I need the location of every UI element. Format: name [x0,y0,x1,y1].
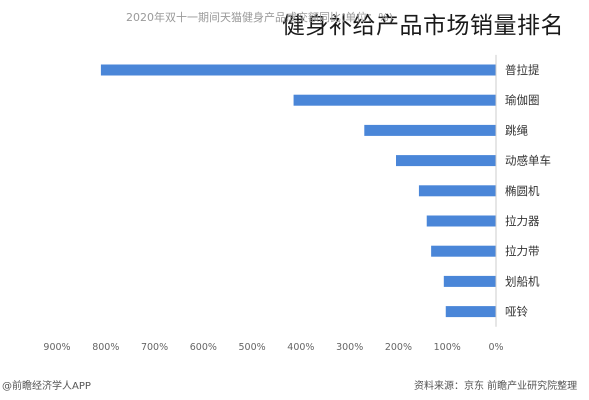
x-tick-label-7: 600% [190,342,217,353]
category-label-9: 哑铃 [505,305,528,319]
bar-3 [364,124,496,136]
category-label-6: 拉力器 [505,214,540,228]
bar-4 [396,155,496,167]
category-label-8: 划船机 [505,274,540,288]
bars-group [100,64,497,318]
x-tick-label-1: 0% [488,342,503,353]
overlay-title: 健身补给产品市场销量排名 [282,13,564,39]
category-label-1: 普拉提 [505,63,540,77]
category-label-4: 动感单车 [505,154,551,168]
footer-brand: @前瞻经济学人APP [2,381,91,392]
category-label-7: 拉力带 [505,244,540,258]
x-tick-label-5: 400% [287,342,314,353]
bar-8 [443,275,496,287]
category-label-2: 瑜伽圈 [505,93,540,107]
x-tick-labels-group: 0% 100% 200% 300% 400% 500% 600% 700% 800% 900% [43,342,503,353]
bar-1 [100,64,497,76]
bar-6 [426,215,496,227]
x-tick-label-9: 800% [92,342,119,353]
footer-source: 资料来源：京东 前瞻产业研究院整理 [414,381,578,392]
bar-2 [293,94,496,106]
category-label-5: 椭圆机 [505,184,540,198]
chart-subtitle: 2020年双十一期间天猫健身产品成交额同比(单位：%) [126,11,394,24]
x-tick-label-10: 900% [43,342,70,353]
x-tick-label-8: 700% [141,342,168,353]
x-tick-label-3: 200% [385,342,412,353]
bar-7 [431,245,496,257]
bar-9 [445,306,496,318]
x-tick-label-4: 300% [336,342,363,353]
bar-5 [418,185,496,197]
category-label-3: 跳绳 [505,123,528,137]
x-tick-label-2: 100% [434,342,461,353]
x-tick-label-6: 500% [239,342,266,353]
